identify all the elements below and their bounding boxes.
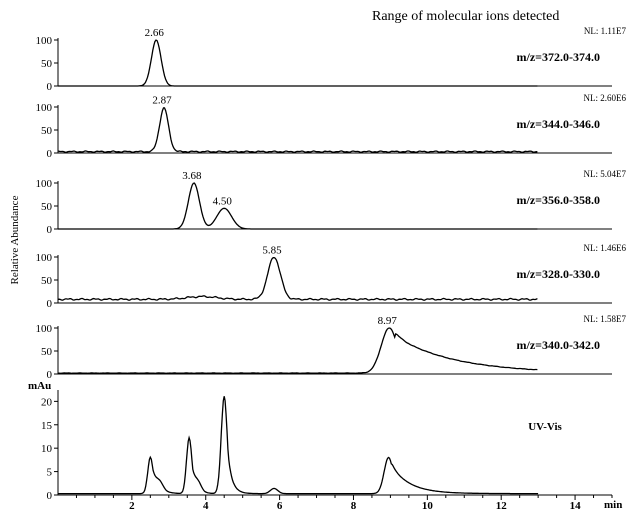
peak-label: 2.66: [145, 27, 165, 39]
figure-title: Range of molecular ions detected: [372, 9, 559, 24]
y-tick-label: 100: [36, 35, 53, 47]
y-axis-label: Relative Abundance: [9, 195, 21, 284]
y-tick-label: 0: [47, 224, 53, 236]
x-tick-label: 14: [570, 500, 582, 512]
mz-label: m/z=372.0-374.0: [517, 50, 601, 64]
uv-y-tick-label: 15: [41, 420, 53, 432]
ms-panel: 0 50 100 2.87 NL: 2.60E6 m/z=344.0-346.0: [36, 93, 627, 160]
mz-label: m/z=344.0-346.0: [517, 117, 601, 131]
ms-trace-line: [57, 327, 538, 374]
peak-label: 8.97: [378, 315, 398, 327]
y-tick-label: 100: [36, 178, 53, 190]
nl-label: NL: 1.11E7: [584, 26, 627, 36]
y-tick-label: 50: [41, 125, 53, 137]
y-tick-label: 0: [47, 298, 53, 310]
nl-label: NL: 2.60E6: [584, 93, 627, 103]
y-tick-label: 50: [41, 201, 53, 213]
nl-label: NL: 5.04E7: [584, 169, 627, 179]
uv-panel-label: UV-Vis: [528, 421, 562, 433]
ms-panel: 0 50 100 8.97 NL: 1.58E7 m/z=340.0-342.0: [36, 314, 627, 381]
x-tick-label: 10: [422, 500, 434, 512]
peak-label: 4.50: [213, 195, 233, 207]
ms-panel: 0 50 100 5.85 NL: 1.46E6 m/z=328.0-330.0: [36, 243, 627, 310]
uv-trace-line: [58, 396, 539, 495]
y-tick-label: 0: [47, 81, 53, 93]
uv-y-tick-label: 0: [47, 490, 53, 502]
ms-panel: 0 50 100 2.66 NL: 1.11E7 m/z=372.0-374.0: [36, 26, 627, 93]
x-tick-label: 2: [129, 500, 135, 512]
ms-trace-line: [58, 39, 538, 87]
y-tick-label: 50: [41, 275, 53, 287]
y-tick-label: 0: [47, 369, 53, 381]
ms-trace-line: [57, 257, 538, 301]
uv-y-tick-label: 5: [47, 467, 53, 479]
ms-panel: 0 50 100 3.68 4.50 NL: 5.04E7 m/z=356.0-358.0: [36, 169, 627, 236]
mz-label: m/z=328.0-330.0: [517, 267, 601, 281]
uv-y-tick-label: 20: [41, 396, 53, 408]
mz-label: m/z=356.0-358.0: [517, 193, 601, 207]
x-tick-label: 12: [496, 500, 508, 512]
peak-label: 5.85: [262, 245, 282, 257]
y-tick-label: 50: [41, 346, 53, 358]
peak-label: 3.68: [182, 170, 202, 182]
peak-label: 2.87: [152, 95, 172, 107]
ms-trace-line: [57, 107, 538, 153]
y-tick-label: 100: [36, 252, 53, 264]
x-axis-unit-label: min: [604, 499, 622, 511]
nl-label: NL: 1.58E7: [584, 314, 627, 324]
uv-vis-panel: 0 5 10 15 20 mAu UV-Vis 2 4 6 8 10 12 14: [28, 380, 613, 512]
y-tick-label: 100: [36, 102, 53, 114]
y-tick-label: 0: [47, 148, 53, 160]
uv-unit-label: mAu: [28, 380, 51, 392]
x-tick-label: 4: [203, 500, 209, 512]
x-tick-label: 6: [277, 500, 283, 512]
nl-label: NL: 1.46E6: [584, 243, 627, 253]
y-tick-label: 50: [41, 58, 53, 70]
chromatogram-panels: 0 50 100 2.66 NL: 1.11E7 m/z=372.0-374.0 0 50 10…: [36, 26, 627, 381]
x-tick-label: 8: [351, 500, 357, 512]
mz-label: m/z=340.0-342.0: [517, 338, 601, 352]
ms-trace-line: [58, 182, 538, 230]
uv-y-tick-label: 10: [41, 443, 53, 455]
y-tick-label: 100: [36, 323, 53, 335]
